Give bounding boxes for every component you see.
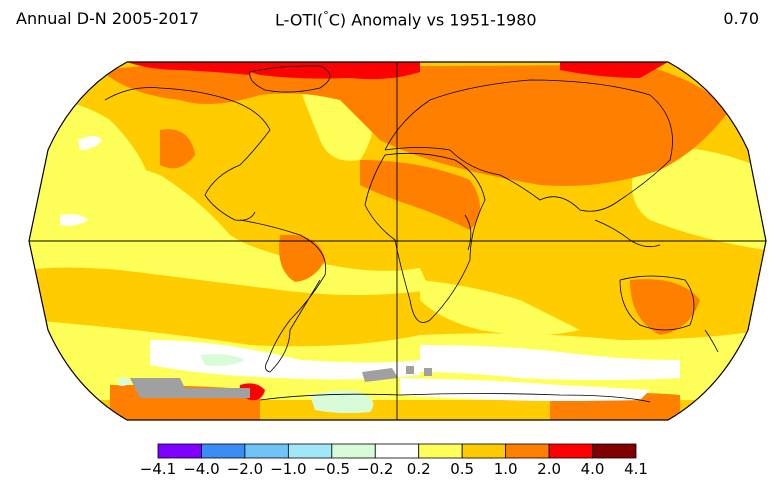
legend-color-bins [157, 443, 637, 459]
coast-australia [619, 275, 695, 331]
coastlines [104, 65, 719, 403]
neutral-southern-ocean-west [150, 340, 420, 380]
legend-tick-label: 4.0 [581, 460, 605, 478]
legend-bin-0 [157, 443, 202, 459]
map-title-anomaly: L-OTI(°C) Anomaly vs 1951-1980 [275, 9, 537, 29]
coast-madagascar [464, 214, 472, 251]
coast-south-america [239, 219, 327, 373]
missing-data-west-antarctica [130, 378, 250, 398]
globe-outline [28, 61, 767, 421]
cool-south-atlantic-patch [200, 354, 245, 366]
coast-africa [364, 152, 486, 323]
legend-tick-labels: −4.1 −4.0 −2.0 −1.0 −0.5 −0.2 0.2 0.5 1.0 2.0 4.0 4… [140, 460, 648, 478]
legend-bin-9 [548, 443, 593, 459]
cool-ross-sea-patch [118, 377, 132, 386]
missing-data-patch [406, 366, 414, 374]
mild-band-southern-ocean [29, 320, 766, 400]
legend-bin-10 [592, 443, 637, 459]
coast-greenland [249, 65, 331, 93]
warm-amazon [279, 234, 325, 282]
legend-tick-label: 2.0 [537, 460, 561, 478]
warm-north-america [160, 129, 195, 169]
map-title-period: Annual D-N 2005-2017 [16, 9, 200, 28]
degree-symbol: ° [323, 9, 329, 22]
legend-tick-label: −4.1 [140, 460, 176, 478]
hot-arctic-central [230, 62, 420, 80]
legend-tick-label: 4.1 [624, 460, 648, 478]
legend-tick-label: −0.2 [357, 460, 393, 478]
legend-tick-label: 1.0 [494, 460, 518, 478]
legend-tick-label: −1.0 [270, 460, 306, 478]
neutral-pacific-patch [60, 214, 88, 226]
legend-tick-label: −0.5 [314, 460, 350, 478]
coast-maritime-continent [594, 219, 661, 248]
anomaly-suffix: ) Anomaly vs 1951-1980 [339, 10, 537, 30]
legend-tick-label: 0.2 [407, 460, 431, 478]
warm-northern-high-latitudes [100, 62, 730, 186]
warm-sahara-arabia [360, 160, 480, 230]
neutral-southern-ocean-east [420, 345, 680, 380]
mild-indian-ocean [420, 280, 580, 335]
legend-tick-label: −4.0 [183, 460, 219, 478]
legend-bin-4 [331, 443, 376, 459]
warm-australia [630, 279, 700, 335]
missing-data-patch-2 [424, 368, 432, 376]
missing-data-weddell [362, 368, 398, 382]
legend-bin-6 [418, 443, 463, 459]
global-mean-value: 0.70 [723, 9, 759, 28]
legend-bin-3 [287, 443, 333, 459]
coast-north-america [104, 87, 271, 221]
legend-tick-label: −2.0 [227, 460, 263, 478]
legend-bin-1 [201, 443, 246, 459]
mild-band-pacific [29, 157, 430, 295]
legend-tick-label: 0.5 [450, 460, 474, 478]
anomaly-unit-letter: C [328, 10, 340, 30]
legend-bin-5 [374, 443, 420, 459]
legend-bin-7 [461, 443, 507, 459]
cool-antarctic-interior [310, 390, 374, 414]
coast-antarctica [259, 393, 651, 403]
mild-band-east-pacific [632, 147, 766, 250]
coast-new-zealand [704, 329, 719, 353]
coast-eurasia [384, 79, 673, 212]
neutral-north-pacific-patch [78, 136, 102, 150]
legend-bin-8 [505, 443, 550, 459]
anomaly-prefix: L-OTI( [275, 10, 324, 30]
legend-bin-2 [244, 443, 289, 459]
hot-arctic-east [560, 62, 668, 78]
